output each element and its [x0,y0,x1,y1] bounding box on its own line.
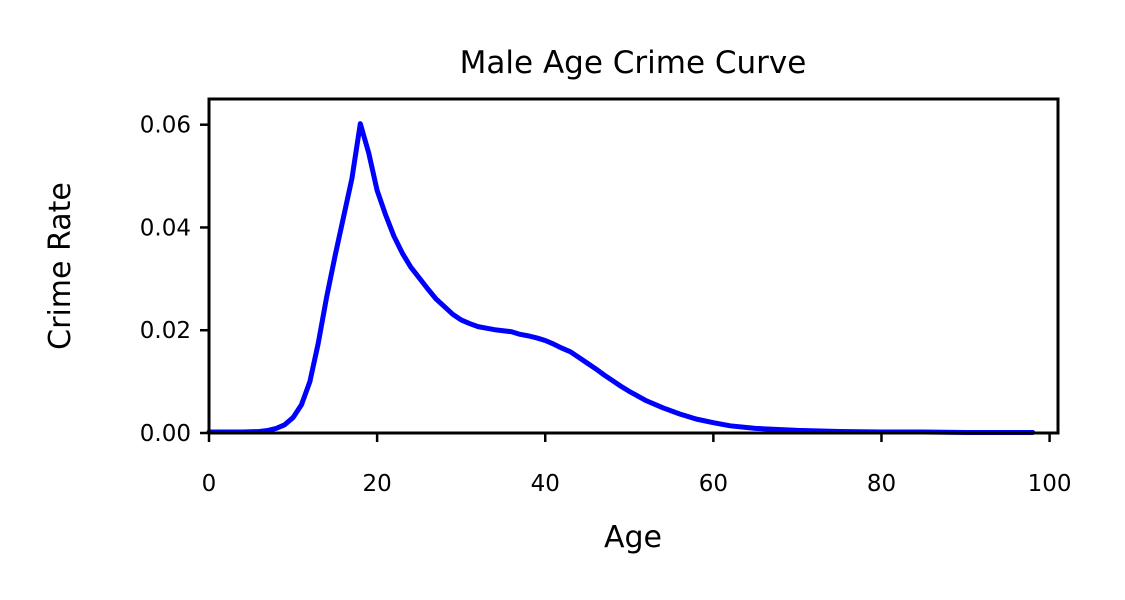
series-line-0 [206,121,1036,435]
plot-frame [207,97,1060,435]
plot-area [206,121,1036,435]
y-tick-label: 0.06 [140,113,191,139]
y-tick-label: 0.04 [140,215,191,241]
x-tick-label: 0 [202,471,217,497]
x-axis-title: Age [604,520,662,555]
y-tick-label: 0.00 [140,421,191,447]
x-tick-label: 20 [362,471,391,497]
x-tick-label: 80 [867,471,896,497]
x-tick-label: 40 [531,471,560,497]
y-tick-label: 0.02 [140,318,191,344]
y-axis-title: Crime Rate [43,182,78,350]
x-tick-label: 100 [1028,471,1072,497]
x-tick-label: 60 [699,471,728,497]
axes: 0 20 40 60 80 100 0.00 0.02 0.04 0.06 [140,97,1072,497]
chart-title: Male Age Crime Curve [460,45,807,81]
